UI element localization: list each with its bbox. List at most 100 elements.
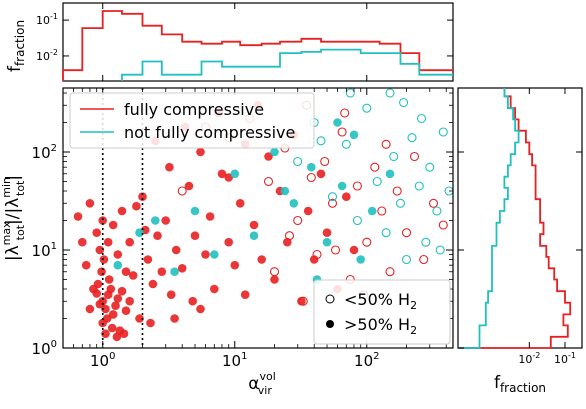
scatter-point-open (401, 254, 412, 265)
scatter-point-open (177, 186, 187, 196)
scatter-point-filled (157, 267, 167, 277)
scatter-point-filled (95, 245, 105, 255)
scatter-point-filled (125, 296, 134, 306)
scatter-point-filled (103, 237, 113, 247)
scatter-point-filled (367, 206, 377, 216)
scatter-point-filled (85, 199, 95, 208)
top-histogram-step-line (62, 10, 453, 81)
scatter-point-filled (230, 260, 240, 270)
scatter-point-open (409, 151, 420, 162)
scatter-point-filled (283, 237, 292, 247)
scatter-point-filled (385, 169, 395, 179)
scatter-point-open (407, 133, 417, 143)
legend-label-open: <50% H2 (344, 290, 417, 312)
scatter-point-filled (249, 231, 259, 240)
legend-markers: <50% H2 >50% H2 (313, 279, 451, 345)
scatter-point-filled (98, 216, 107, 225)
scatter-point-open (435, 245, 445, 255)
scatter-point-filled (177, 264, 187, 273)
scatter-point-open (352, 181, 362, 191)
scatter-point-open (381, 228, 391, 238)
top-ylabel: ffraction (5, 20, 27, 72)
scatter-point-filled (342, 192, 351, 201)
scatter-point-open (316, 136, 326, 146)
scatter-point-filled (356, 255, 366, 264)
scatter-point-open (320, 156, 330, 167)
scatter-point-open (444, 186, 453, 196)
reference-vlines (101, 88, 144, 348)
scatter-point-open (438, 127, 448, 137)
scatter-point-filled (113, 260, 123, 270)
scatter-point-open (392, 186, 402, 196)
scatter-point-filled (170, 267, 179, 277)
scatter-point-filled (153, 231, 162, 240)
scatter-point-filled (78, 237, 87, 247)
scatter-point-filled (112, 332, 122, 342)
scatter-point-filled (121, 306, 131, 316)
tick-label: 100 (32, 339, 57, 358)
top-histogram-step-line (121, 48, 453, 81)
scatter-point-filled (166, 290, 176, 300)
scatter-point-filled (128, 271, 138, 280)
scatter-point-filled (121, 267, 131, 277)
right-histogram-frame (457, 87, 583, 349)
scatter-point-filled (101, 304, 110, 314)
scatter-point-open (362, 103, 372, 113)
scatter-point-filled (85, 304, 95, 314)
scatter-point-filled (316, 169, 326, 179)
scatter-point-filled (125, 237, 134, 247)
scatter-ylabel: |λmaxtot|/|λmintot| (0, 175, 27, 261)
scatter-point-filled (322, 228, 332, 237)
scatter-point-filled (190, 206, 200, 216)
scatter-point-open (263, 176, 274, 187)
scatter-point-filled (184, 181, 194, 191)
scatter-point-filled (307, 162, 316, 172)
scatter-point-open (432, 206, 442, 216)
scatter-frame (62, 87, 454, 349)
scatter-point-filled (249, 220, 259, 230)
tick-label: 10-2 (36, 48, 58, 63)
scatter-point-filled (235, 199, 245, 208)
scatter-point-open (381, 139, 391, 149)
scatter-point-filled (337, 181, 347, 191)
scatter-point-open (345, 88, 355, 98)
scatter-point-filled (165, 162, 174, 172)
scatter-point-open (438, 220, 448, 230)
right-histogram-step-line (458, 88, 520, 349)
scatter-point-open (370, 162, 380, 172)
scatter-point-open (385, 267, 395, 277)
tick-label: 102 (32, 143, 57, 162)
scatter-point-filled (117, 286, 127, 296)
scatter-point-open (293, 215, 303, 226)
legend-label-fully: fully compressive (124, 100, 264, 119)
scatter-point-open (352, 215, 362, 226)
scatter-point-filled (240, 290, 250, 300)
scatter-point-filled (230, 169, 240, 179)
tick-label: 10-2 (518, 351, 540, 366)
scatter-point-filled (196, 147, 205, 157)
scatter-point-filled (132, 201, 141, 211)
tick-label: 100 (90, 351, 115, 370)
legend-lines-box (69, 92, 315, 149)
top-histogram-panel: 10-1 10-2 ffraction (5, 2, 454, 82)
scatter-point-filled (97, 267, 106, 277)
tick-label: 10-1 (36, 12, 58, 27)
scatter-point-open (340, 108, 350, 118)
scatter-point-filled (171, 245, 181, 255)
scatter-point-filled (135, 314, 144, 323)
scatter-point-filled (161, 216, 170, 225)
scatter-point-filled (280, 186, 290, 196)
scatter-point-filled (270, 275, 279, 284)
scatter-point-filled (107, 323, 117, 333)
top-histogram-frame (62, 2, 454, 82)
scatter-point-filled (117, 206, 127, 216)
scatter-point-open (377, 206, 387, 216)
right-histogram-panel: 10-2 10-1 ffraction (457, 87, 583, 395)
scatter-point-open (425, 162, 435, 172)
scatter-point-filled (270, 147, 279, 157)
scatter-point-open (421, 237, 431, 247)
legend-label-not-fully: not fully compressive (124, 123, 295, 142)
scatter-point-open (389, 151, 399, 162)
scatter-point-filled (205, 212, 215, 221)
